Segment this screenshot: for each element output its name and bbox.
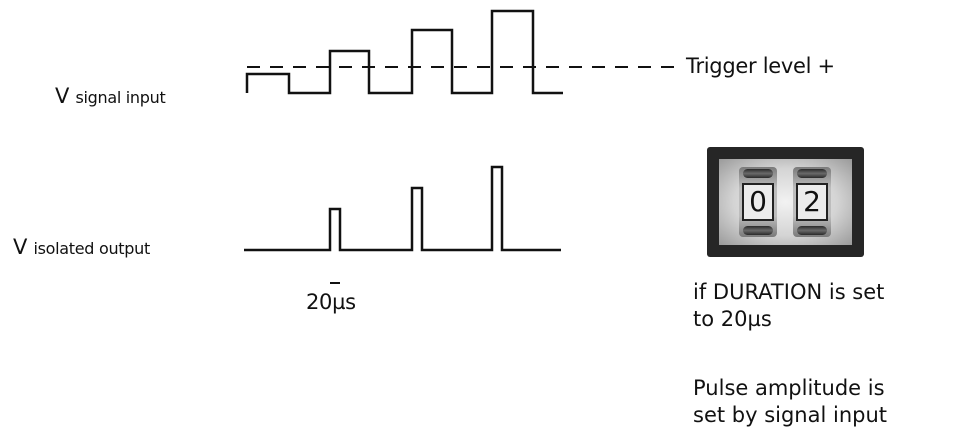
thumbwheel-units-digit: 2 <box>796 183 828 221</box>
thumbwheel-tens: 0 <box>739 167 777 237</box>
pulse-width-label: 20µs <box>306 290 356 314</box>
amplitude-note-line-1: Pulse amplitude is <box>693 376 885 400</box>
thumbwheel-units: 2 <box>793 167 831 237</box>
duration-note: if DURATION is set to 20µs <box>693 279 884 333</box>
duration-note-line-2: to 20µs <box>693 307 772 331</box>
signal-input-symbol: V <box>55 84 70 108</box>
thumbwheel-tens-digit: 0 <box>742 183 774 221</box>
switch-face: 0 2 <box>719 159 852 245</box>
signal-input-label: V signal input <box>55 84 166 108</box>
trigger-level-label: Trigger level + <box>686 54 835 78</box>
thumbwheel-tens-down-button <box>743 226 773 235</box>
thumbwheel-units-down-button <box>797 226 827 235</box>
isolated-output-symbol: V <box>13 235 28 259</box>
thumbwheel-units-up-button <box>797 169 827 178</box>
amplitude-note-line-2: set by signal input <box>693 403 888 427</box>
signal-input-subscript: signal input <box>75 88 166 107</box>
isolated-output-waveform <box>244 165 561 252</box>
isolated-output-subscript: isolated output <box>33 239 150 258</box>
amplitude-note: Pulse amplitude is set by signal input <box>693 375 887 429</box>
thumbwheel-tens-up-button <box>743 169 773 178</box>
duration-thumbwheel-switch: 0 2 <box>707 147 864 257</box>
duration-note-line-1: if DURATION is set <box>693 280 885 304</box>
isolated-output-label: V isolated output <box>13 237 150 258</box>
signal-input-waveform <box>245 9 563 95</box>
